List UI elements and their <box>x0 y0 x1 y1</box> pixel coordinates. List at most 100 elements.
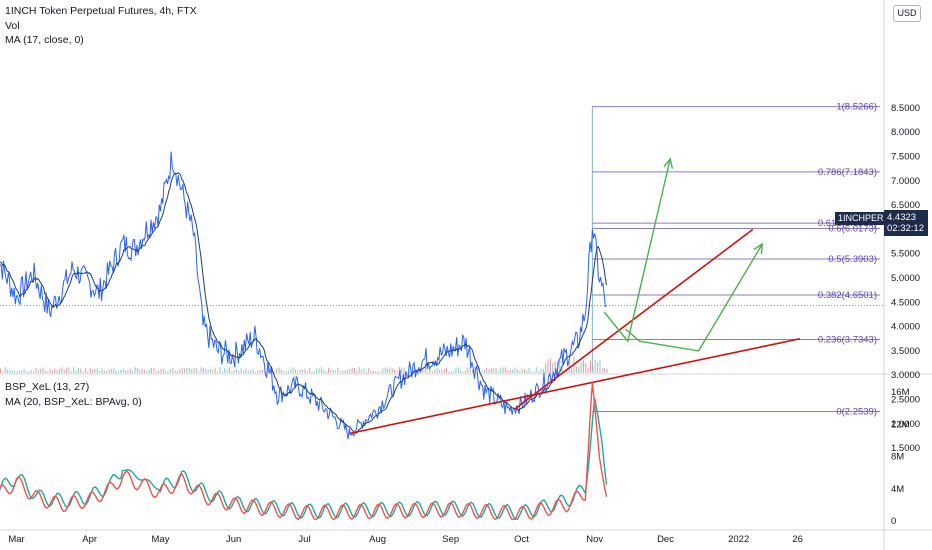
volume-bar <box>597 361 599 373</box>
volume-bar <box>257 370 259 373</box>
volume-bar <box>259 369 261 373</box>
volume-bar <box>193 367 195 373</box>
volume-bar <box>205 368 207 373</box>
volume-bar <box>160 368 162 373</box>
volume-bar <box>254 371 256 373</box>
volume-bar <box>155 371 157 373</box>
volume-bar <box>332 369 334 373</box>
volume-bar <box>401 367 403 373</box>
time-tick-label: Sep <box>442 534 459 545</box>
volume-bar <box>77 368 79 373</box>
volume-bar <box>174 370 176 373</box>
volume-bar <box>377 371 379 373</box>
volume-bar <box>349 369 351 373</box>
fib-level-label: 0.5(5.3903) <box>828 254 877 265</box>
volume-bar <box>188 368 190 373</box>
volume-bar <box>535 367 537 373</box>
volume-bar <box>25 371 27 373</box>
volume-bar <box>443 369 445 373</box>
volume-bar <box>519 371 521 373</box>
volume-bar <box>538 371 540 373</box>
volume-bar <box>153 368 155 373</box>
volume-bar <box>431 371 433 373</box>
volume-bar <box>575 366 577 373</box>
oscillator-tick-label: 0 <box>891 516 896 527</box>
volume-bar <box>521 369 523 373</box>
volume-bar <box>33 371 35 373</box>
volume-bar <box>30 370 32 373</box>
volume-bar <box>516 369 518 373</box>
volume-bar <box>40 368 42 373</box>
volume-bar <box>549 358 551 373</box>
volume-bar <box>207 369 209 373</box>
volume-bar <box>21 370 23 373</box>
oscillator-tick-label: 16M <box>891 387 910 398</box>
volume-bar <box>318 368 320 373</box>
volume-bar <box>295 369 296 373</box>
volume-bar <box>110 369 112 373</box>
volume-bar <box>370 371 372 373</box>
volume-bar <box>316 368 318 373</box>
volume-bar <box>457 367 459 373</box>
price-tick-label: 4.0000 <box>891 322 920 333</box>
volume-bar <box>167 371 169 373</box>
volume-bar <box>320 367 322 373</box>
volume-bar <box>523 369 525 373</box>
oscillator-series <box>0 382 608 521</box>
volume-bar <box>533 371 535 373</box>
time-tick-label: Aug <box>369 534 386 545</box>
volume-bar <box>500 368 502 373</box>
volume-bar <box>545 363 547 373</box>
volume-bar <box>302 369 304 373</box>
volume-bar <box>165 371 167 373</box>
volume-bar <box>80 368 82 373</box>
volume-bar <box>509 370 511 373</box>
volume-bar <box>363 368 365 373</box>
volume-bar <box>292 367 294 373</box>
volume-bar <box>434 369 436 373</box>
volume-bar <box>554 361 556 373</box>
volume-bar <box>309 367 311 373</box>
volume-bar <box>82 371 84 373</box>
currency-button[interactable]: USD <box>893 5 921 22</box>
oscillator-tick-label: 12M <box>891 419 910 430</box>
volume-bar <box>599 359 601 373</box>
volume-bar <box>561 368 563 373</box>
volume-bar <box>514 367 516 373</box>
volume-bar <box>462 371 464 373</box>
volume-bar <box>313 371 315 373</box>
projection-arrows <box>603 157 764 352</box>
volume-bar <box>198 371 200 373</box>
volume-bar <box>604 367 606 373</box>
volume-bar <box>129 368 131 373</box>
volume-bar <box>233 370 235 373</box>
volume-bar <box>87 371 89 373</box>
volume-bar <box>217 371 219 373</box>
volume-bar <box>23 368 25 373</box>
fib-level-label: 0(2.2539) <box>836 406 877 417</box>
volume-bar <box>285 370 287 373</box>
volume-bar <box>361 369 363 373</box>
chart-title: 1INCH Token Perpetual Futures, 4h, FTX <box>5 5 197 17</box>
volume-bar <box>590 360 591 373</box>
volume-bar <box>601 368 603 373</box>
volume-bar <box>127 370 129 373</box>
volume-bar <box>568 360 570 373</box>
volume-bar <box>108 369 110 373</box>
volume-bar <box>497 371 499 373</box>
volume-bar <box>429 368 431 373</box>
oscillator-ma-legend: MA (20, BSP_XeL: BPAvg, 0) <box>5 396 142 408</box>
time-tick-label: Oct <box>514 534 529 545</box>
volume-bar <box>330 370 332 373</box>
trendline <box>513 228 754 410</box>
volume-bar <box>580 361 582 373</box>
volume-bar <box>101 368 103 373</box>
price-tick-label: 8.5000 <box>891 103 920 114</box>
volume-bar <box>311 371 313 373</box>
volume-bar <box>446 367 448 373</box>
volume-bar <box>387 368 389 373</box>
volume-bar <box>4 367 6 373</box>
volume-bar <box>422 367 424 373</box>
volume-bar <box>231 371 233 373</box>
